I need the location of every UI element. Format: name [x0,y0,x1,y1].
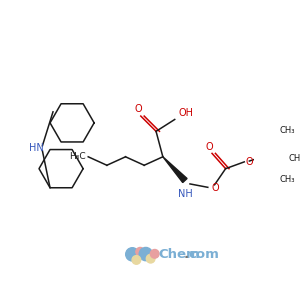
Text: Chem: Chem [158,248,200,261]
Text: O: O [211,183,219,193]
Text: H₃C: H₃C [69,152,86,161]
Circle shape [150,250,159,258]
Text: CH₃: CH₃ [280,126,296,135]
Circle shape [132,256,141,264]
Circle shape [126,248,139,261]
Text: OH: OH [179,108,194,118]
Text: CH₃: CH₃ [280,176,296,184]
Text: NH: NH [178,189,193,199]
Text: HN: HN [29,143,44,153]
Text: O: O [246,157,253,167]
Polygon shape [163,157,187,183]
Text: CH₃: CH₃ [288,154,300,163]
Circle shape [139,248,152,261]
Text: O: O [206,142,213,152]
Text: com: com [188,248,219,261]
Text: .: . [184,248,189,261]
Text: O: O [134,104,142,114]
Circle shape [136,248,145,256]
Circle shape [146,254,155,263]
